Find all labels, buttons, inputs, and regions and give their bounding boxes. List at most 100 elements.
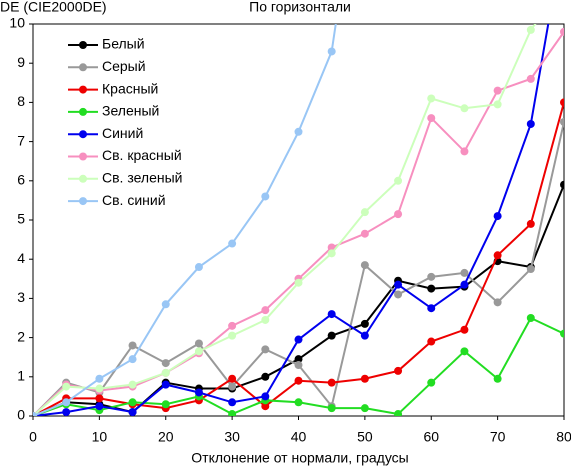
data-point xyxy=(228,410,237,416)
data-point xyxy=(294,376,303,385)
data-point xyxy=(360,229,369,238)
y-tick-label: 1 xyxy=(17,368,25,384)
data-point xyxy=(95,374,104,383)
legend-label: Св. синий xyxy=(102,192,166,208)
data-point xyxy=(33,412,37,416)
plot-area xyxy=(33,24,564,416)
data-point xyxy=(360,374,369,383)
data-point xyxy=(460,268,469,277)
x-tick-label: 40 xyxy=(291,429,307,445)
data-point xyxy=(294,355,303,364)
data-point xyxy=(394,290,403,299)
y-tick-label: 7 xyxy=(17,132,25,148)
x-tick-label: 30 xyxy=(224,429,240,445)
y-tick-label: 3 xyxy=(17,289,25,305)
data-point xyxy=(294,398,303,407)
y-tick-label: 4 xyxy=(17,250,25,266)
data-point xyxy=(493,86,502,95)
data-point xyxy=(394,210,403,219)
data-point xyxy=(560,27,564,36)
y-tick-label: 10 xyxy=(9,15,25,31)
legend-marker xyxy=(79,107,87,116)
data-point xyxy=(526,219,535,228)
data-point xyxy=(228,331,237,340)
data-point xyxy=(327,378,336,387)
data-point xyxy=(161,359,170,368)
data-point xyxy=(526,119,535,128)
data-point xyxy=(460,347,469,356)
data-point xyxy=(526,74,535,83)
data-point xyxy=(427,94,436,103)
data-point xyxy=(128,408,137,416)
x-tick-label: 80 xyxy=(556,429,571,445)
legend-label: Св. зеленый xyxy=(102,170,182,186)
data-point xyxy=(228,374,237,383)
x-tick-label: 0 xyxy=(29,429,37,445)
data-point xyxy=(128,355,137,364)
data-point xyxy=(261,402,270,411)
data-point xyxy=(327,249,336,258)
data-point xyxy=(427,272,436,281)
data-point xyxy=(560,118,564,126)
data-point xyxy=(360,261,369,270)
data-point xyxy=(360,331,369,340)
data-point xyxy=(161,400,170,409)
legend-marker xyxy=(79,63,87,72)
data-point xyxy=(460,280,469,289)
data-point xyxy=(294,361,303,370)
chart-title: По горизонтали xyxy=(249,0,351,15)
data-point xyxy=(128,398,137,407)
data-point xyxy=(327,331,336,340)
data-point xyxy=(95,384,104,393)
data-point xyxy=(327,47,336,56)
data-point xyxy=(427,114,436,123)
data-point xyxy=(427,284,436,293)
data-point xyxy=(294,335,303,344)
data-point xyxy=(493,251,502,260)
legend-label: Синий xyxy=(102,125,143,141)
data-point xyxy=(427,304,436,313)
data-point xyxy=(228,382,237,391)
legend-label: Зеленый xyxy=(102,103,159,119)
data-point xyxy=(62,408,71,416)
data-point xyxy=(360,404,369,413)
data-point xyxy=(394,176,403,185)
data-point xyxy=(228,398,237,407)
data-point xyxy=(194,388,203,397)
data-point xyxy=(493,374,502,383)
x-axis-label: Отклонение от нормали, градусы xyxy=(191,450,408,466)
data-point xyxy=(460,104,469,113)
legend-marker xyxy=(79,174,87,183)
data-point xyxy=(261,306,270,315)
y-tick-label: 0 xyxy=(17,407,25,423)
legend-marker xyxy=(79,41,87,49)
data-point xyxy=(95,402,104,411)
data-point xyxy=(360,208,369,217)
y-tick-label: 5 xyxy=(17,211,25,227)
y-axis-label: DE (CIE2000DE) xyxy=(0,0,107,15)
data-point xyxy=(228,239,237,248)
legend-marker xyxy=(79,197,87,206)
data-point xyxy=(493,212,502,221)
data-point xyxy=(261,192,270,201)
x-tick-label: 70 xyxy=(490,429,506,445)
x-tick-label: 50 xyxy=(357,429,373,445)
data-point xyxy=(526,25,535,34)
data-point xyxy=(128,341,137,350)
x-tick-label: 60 xyxy=(423,429,439,445)
y-tick-label: 2 xyxy=(17,328,25,344)
data-point xyxy=(128,380,137,389)
data-point xyxy=(493,298,502,307)
data-point xyxy=(427,378,436,387)
data-point xyxy=(62,398,71,407)
x-tick-label: 20 xyxy=(158,429,174,445)
data-point xyxy=(261,372,270,381)
data-point xyxy=(460,147,469,156)
legend-label: Красный xyxy=(102,80,158,96)
data-point xyxy=(228,321,237,330)
data-point xyxy=(394,280,403,289)
data-point xyxy=(493,100,502,109)
legend-marker xyxy=(79,85,87,94)
data-point xyxy=(526,265,535,273)
